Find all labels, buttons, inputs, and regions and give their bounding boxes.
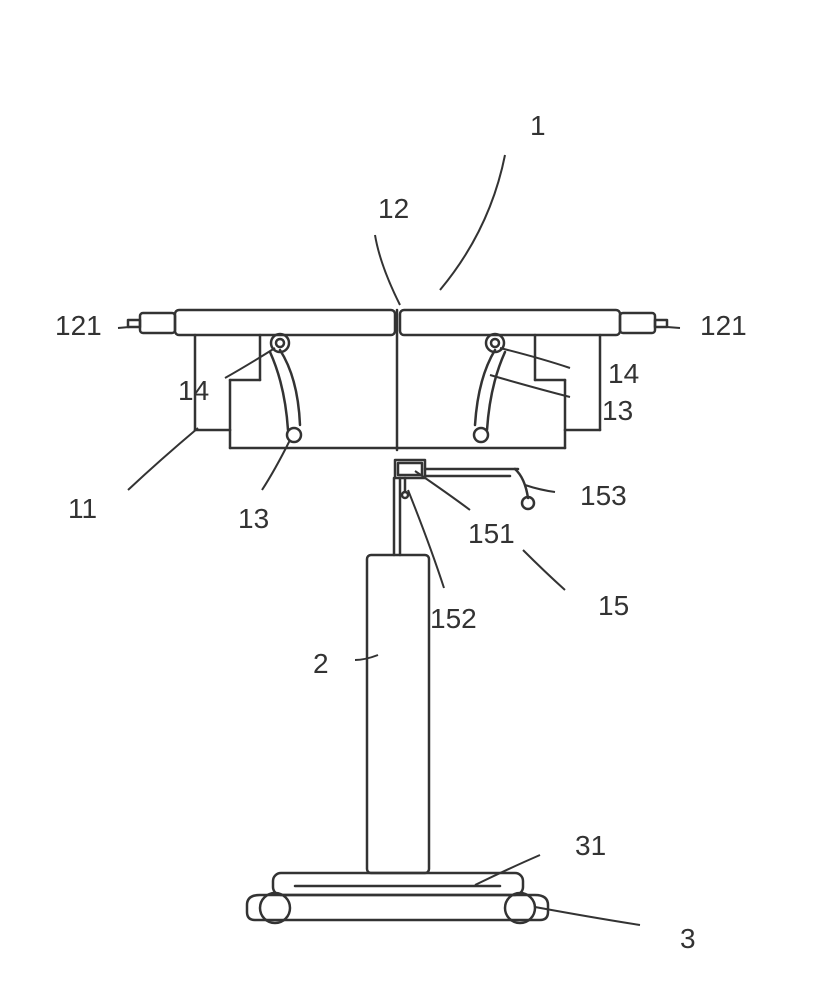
label-121-right: 121 — [700, 310, 747, 341]
leader-12 — [375, 235, 400, 305]
leader-152 — [408, 490, 444, 588]
control-assembly — [395, 460, 534, 509]
leader-14-left — [225, 348, 275, 378]
right-bracket — [535, 335, 600, 430]
right-end-roller — [620, 313, 667, 333]
leader-13-right — [490, 375, 570, 397]
label-13-right: 13 — [602, 395, 633, 426]
label-121-left: 121 — [55, 310, 102, 341]
label-14-right: 14 — [608, 358, 639, 389]
label-1: 1 — [530, 110, 546, 141]
label-153: 153 — [580, 480, 627, 511]
leader-121-left — [118, 327, 130, 328]
leader-121-right — [667, 327, 680, 328]
label-3: 3 — [680, 923, 696, 954]
leader-31 — [475, 855, 540, 885]
label-31: 31 — [575, 830, 606, 861]
leader-153 — [525, 485, 555, 492]
left-lever — [270, 350, 301, 442]
technical-diagram: 1 12 121 121 14 14 13 13 11 153 151 152 … — [0, 0, 815, 1000]
label-2: 2 — [313, 648, 329, 679]
leader-1 — [440, 155, 505, 290]
base — [247, 873, 548, 923]
label-151: 151 — [468, 518, 515, 549]
leader-15 — [523, 550, 565, 590]
right-lever — [474, 350, 505, 442]
left-end-roller — [128, 313, 175, 333]
leader-11 — [128, 428, 198, 490]
label-12: 12 — [378, 193, 409, 224]
label-11: 11 — [68, 493, 97, 524]
leader-3 — [535, 907, 640, 925]
label-14-left: 14 — [178, 375, 209, 406]
column — [367, 478, 429, 873]
label-152: 152 — [430, 603, 477, 634]
label-15: 15 — [598, 590, 629, 621]
label-13-left: 13 — [238, 503, 269, 534]
